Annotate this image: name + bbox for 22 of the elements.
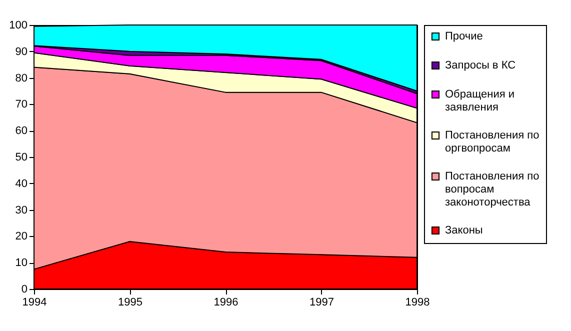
y-tick-label: 90 (15, 46, 28, 58)
legend-label: Постановления по вопросам законоторчества (445, 170, 540, 208)
y-tick-label: 40 (15, 178, 28, 190)
legend-label: Постановления по оргвопросам (445, 130, 540, 154)
y-tick-label: 20 (15, 230, 28, 243)
x-tick-label: 1995 (118, 296, 142, 308)
x-tick-label: 1997 (310, 296, 334, 308)
legend-label: Обращения и заявления (445, 88, 515, 114)
x-tick-label: 1994 (22, 296, 47, 308)
y-tick-label: 70 (15, 98, 28, 111)
y-tick-label: 50 (15, 152, 28, 164)
legend-label: Законы (445, 224, 483, 236)
legend-label: Прочие (445, 30, 483, 42)
y-tick-label: 60 (15, 125, 28, 138)
legend-label: Запросы в КС (445, 60, 516, 72)
y-tick-label: 80 (15, 72, 28, 84)
y-tick-label: 10 (15, 257, 28, 270)
y-tick-label: 30 (15, 204, 28, 216)
y-tick-label: 100 (9, 20, 28, 32)
x-tick-label: 1996 (214, 296, 238, 308)
y-tick-label: 0 (21, 284, 28, 296)
x-tick-label: 1998 (405, 296, 430, 308)
